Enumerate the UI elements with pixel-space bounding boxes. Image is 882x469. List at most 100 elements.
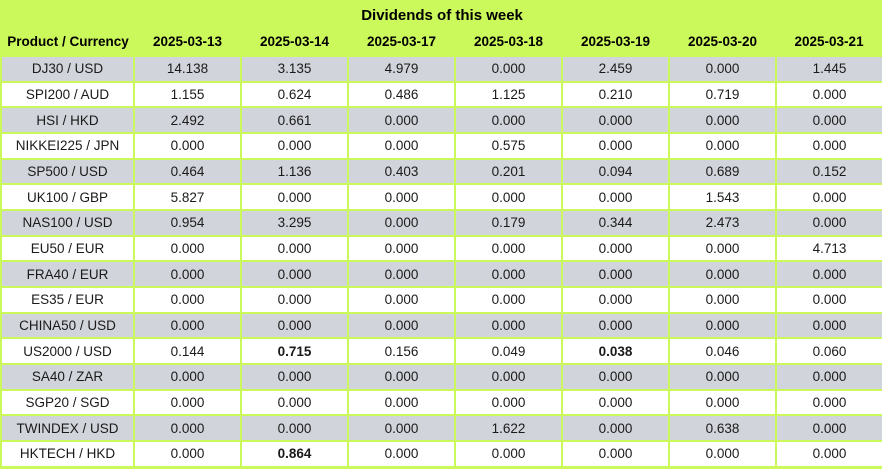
value-cell: 0.000	[561, 260, 670, 288]
table-row: NAS100 / USD 0.954 3.295 0.000 0.179 0.344 2.4…	[0, 208, 882, 237]
table-row: SPI200 / AUD 1.155 0.624 0.486 1.125 0.210 0.7…	[0, 80, 882, 109]
value-cell: 0.000	[774, 260, 882, 288]
value-cell: 0.000	[454, 285, 563, 314]
value-cell: 0.638	[668, 414, 777, 442]
value-cell: 0.000	[240, 362, 349, 391]
value-cell: 0.000	[561, 106, 670, 134]
value-cell: 0.715	[240, 337, 349, 365]
value-cell: 0.046	[668, 337, 777, 365]
value-cell: 0.000	[774, 388, 882, 417]
value-cell: 2.473	[668, 208, 777, 237]
value-cell: 0.000	[668, 106, 777, 134]
column-header-date-2025-03-17: 2025-03-17	[348, 28, 455, 56]
product-cell: DJ30 / USD	[0, 55, 135, 83]
value-cell: 0.000	[668, 285, 777, 314]
value-cell: 0.719	[668, 80, 777, 109]
value-cell: 0.000	[668, 311, 777, 340]
value-cell: 1.543	[668, 183, 777, 211]
table-row: TWINDEX / USD 0.000 0.000 0.000 1.622 0.000 0.…	[0, 414, 882, 442]
value-cell: 0.000	[347, 260, 456, 288]
value-cell: 3.135	[240, 55, 349, 83]
value-cell: 0.156	[347, 337, 456, 365]
value-cell: 0.000	[774, 131, 882, 160]
column-header-date-2025-03-20: 2025-03-20	[669, 28, 776, 56]
value-cell: 0.000	[240, 234, 349, 263]
header-row: Product / Currency 2025-03-13 2025-03-14 20…	[1, 28, 882, 56]
value-cell: 0.000	[347, 439, 456, 469]
value-cell: 0.000	[774, 311, 882, 340]
product-cell: FRA40 / EUR	[0, 260, 135, 288]
value-cell: 0.661	[240, 106, 349, 134]
value-cell: 0.000	[561, 234, 670, 263]
value-cell: 0.000	[561, 439, 670, 469]
column-header-date-2025-03-14: 2025-03-14	[241, 28, 348, 56]
value-cell: 0.000	[668, 131, 777, 160]
value-cell: 0.152	[774, 157, 882, 186]
value-cell: 0.000	[133, 362, 242, 391]
value-cell: 0.000	[347, 208, 456, 237]
value-cell: 3.295	[240, 208, 349, 237]
product-cell: SP500 / USD	[0, 157, 135, 186]
value-cell: 1.155	[133, 80, 242, 109]
value-cell: 0.000	[774, 80, 882, 109]
value-cell: 0.000	[454, 362, 563, 391]
table-row: DJ30 / USD 14.138 3.135 4.979 0.000 2.459 0.00…	[0, 55, 882, 83]
table-title: Dividends of this week	[1, 1, 882, 28]
value-cell: 0.000	[240, 311, 349, 340]
column-header-product: Product / Currency	[1, 28, 134, 56]
value-cell: 0.000	[454, 106, 563, 134]
value-cell: 0.000	[240, 414, 349, 442]
value-cell: 0.000	[561, 311, 670, 340]
value-cell: 0.000	[561, 131, 670, 160]
value-cell: 0.000	[774, 106, 882, 134]
value-cell: 0.000	[347, 131, 456, 160]
value-cell: 14.138	[133, 55, 242, 83]
value-cell: 0.000	[133, 234, 242, 263]
value-cell: 0.000	[454, 311, 563, 340]
value-cell: 0.000	[454, 55, 563, 83]
value-cell: 0.000	[774, 183, 882, 211]
value-cell: 0.000	[561, 414, 670, 442]
product-cell: EU50 / EUR	[0, 234, 135, 263]
value-cell: 0.000	[240, 183, 349, 211]
value-cell: 0.094	[561, 157, 670, 186]
table-row: EU50 / EUR 0.000 0.000 0.000 0.000 0.000 0.000…	[0, 234, 882, 263]
product-cell: SPI200 / AUD	[0, 80, 135, 109]
value-cell: 0.000	[668, 362, 777, 391]
value-cell: 0.000	[774, 362, 882, 391]
column-header-date-2025-03-13: 2025-03-13	[134, 28, 241, 56]
value-cell: 1.125	[454, 80, 563, 109]
product-cell: SGP20 / SGD	[0, 388, 135, 417]
value-cell: 0.000	[240, 285, 349, 314]
value-cell: 4.979	[347, 55, 456, 83]
value-cell: 0.000	[347, 106, 456, 134]
product-cell: TWINDEX / USD	[0, 414, 135, 442]
table-row: HKTECH / HKD 0.000 0.864 0.000 0.000 0.000 0.0…	[0, 439, 882, 469]
value-cell: 0.464	[133, 157, 242, 186]
product-cell: CHINA50 / USD	[0, 311, 135, 340]
value-cell: 0.000	[347, 234, 456, 263]
product-cell: US2000 / USD	[0, 337, 135, 365]
value-cell: 0.000	[774, 285, 882, 314]
value-cell: 0.000	[774, 208, 882, 237]
value-cell: 0.000	[454, 439, 563, 469]
value-cell: 0.000	[240, 131, 349, 160]
table-row: US2000 / USD 0.144 0.715 0.156 0.049 0.038 0.0…	[0, 337, 882, 365]
value-cell: 0.000	[240, 260, 349, 288]
value-cell: 0.000	[240, 388, 349, 417]
table-row: SP500 / USD 0.464 1.136 0.403 0.201 0.094 0.68…	[0, 157, 882, 186]
value-cell: 1.622	[454, 414, 563, 442]
value-cell: 0.000	[347, 362, 456, 391]
value-cell: 0.144	[133, 337, 242, 365]
product-cell: ES35 / EUR	[0, 285, 135, 314]
column-header-date-2025-03-21: 2025-03-21	[776, 28, 882, 56]
table-row: SGP20 / SGD 0.000 0.000 0.000 0.000 0.000 0.00…	[0, 388, 882, 417]
value-cell: 0.179	[454, 208, 563, 237]
value-cell: 0.000	[347, 183, 456, 211]
value-cell: 0.000	[133, 311, 242, 340]
value-cell: 0.000	[668, 234, 777, 263]
value-cell: 0.000	[133, 260, 242, 288]
product-cell: NIKKEI225 / JPN	[0, 131, 135, 160]
value-cell: 0.000	[133, 439, 242, 469]
